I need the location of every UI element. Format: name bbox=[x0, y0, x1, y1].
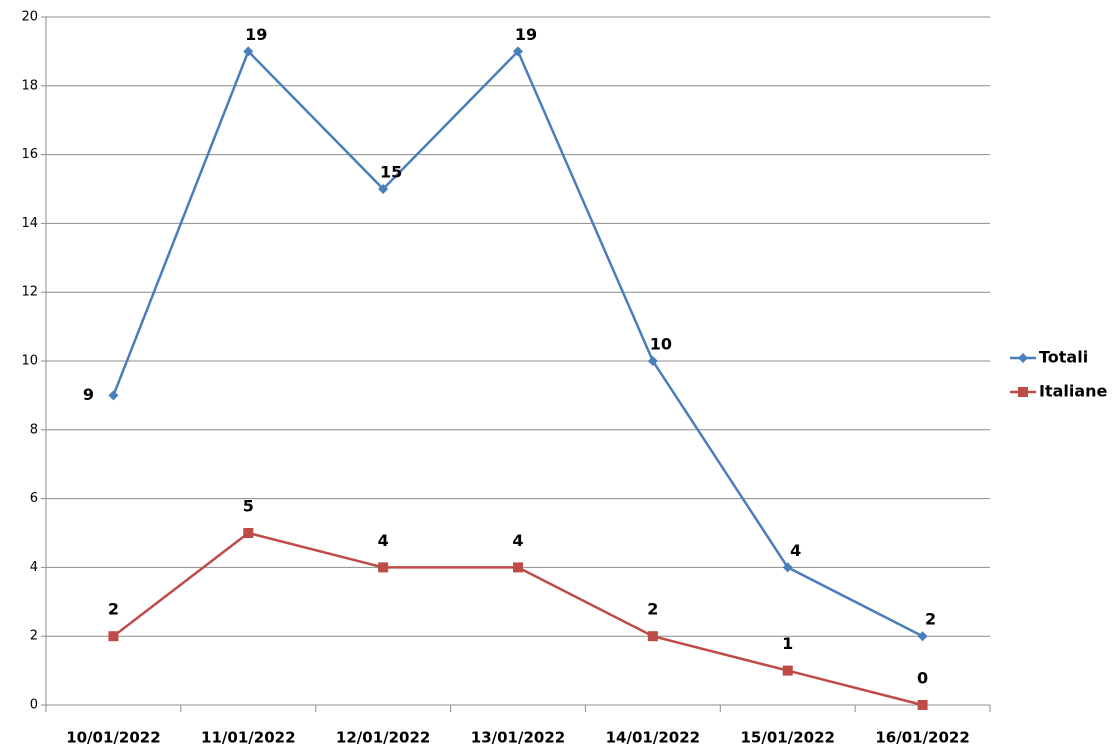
legend-label: Totali bbox=[1039, 348, 1088, 367]
data-point bbox=[917, 631, 928, 642]
data-label: 15 bbox=[380, 163, 402, 182]
data-label: 1 bbox=[782, 634, 793, 653]
data-point bbox=[378, 184, 389, 194]
y-tick-label: 2 bbox=[30, 629, 38, 644]
data-point bbox=[782, 665, 793, 676]
legend-label: Italiane bbox=[1039, 382, 1108, 401]
data-label: 2 bbox=[925, 610, 936, 629]
data-label: 2 bbox=[647, 600, 658, 619]
x-tick-label: 13/01/2022 bbox=[471, 729, 565, 747]
y-tick-label: 16 bbox=[21, 147, 38, 162]
x-tick-label: 12/01/2022 bbox=[336, 729, 430, 747]
data-point bbox=[513, 562, 523, 573]
data-point bbox=[513, 46, 523, 57]
x-tick-label: 15/01/2022 bbox=[740, 729, 834, 747]
data-point bbox=[243, 528, 254, 538]
data-label: 4 bbox=[790, 541, 801, 560]
y-tick-label: 4 bbox=[30, 560, 38, 575]
data-point bbox=[782, 562, 793, 573]
data-label: 9 bbox=[83, 385, 94, 404]
data-point bbox=[647, 631, 658, 642]
data-label: 4 bbox=[512, 531, 523, 550]
data-label: 19 bbox=[515, 25, 537, 44]
y-tick-label: 8 bbox=[30, 422, 38, 437]
y-tick-label: 20 bbox=[21, 10, 38, 25]
data-point bbox=[647, 356, 658, 366]
data-point bbox=[108, 631, 119, 642]
y-tick-label: 14 bbox=[21, 216, 38, 231]
data-label: 5 bbox=[243, 497, 254, 516]
y-tick-label: 0 bbox=[30, 698, 38, 713]
data-label: 10 bbox=[650, 335, 672, 354]
x-tick-label: 14/01/2022 bbox=[606, 729, 700, 747]
data-point bbox=[243, 46, 254, 57]
data-point bbox=[108, 390, 119, 401]
data-point bbox=[917, 700, 928, 710]
data-label: 4 bbox=[378, 531, 389, 550]
x-tick-label: 11/01/2022 bbox=[201, 729, 295, 747]
y-tick-label: 18 bbox=[21, 78, 38, 93]
data-label: 2 bbox=[108, 600, 119, 619]
y-tick-label: 6 bbox=[30, 491, 38, 506]
y-tick-label: 10 bbox=[21, 354, 38, 369]
data-label: 19 bbox=[245, 25, 267, 44]
data-point bbox=[378, 562, 389, 573]
legend-marker bbox=[1018, 387, 1028, 397]
x-tick-label: 16/01/2022 bbox=[875, 729, 969, 747]
legend-marker bbox=[1018, 353, 1028, 363]
data-label: 0 bbox=[917, 669, 928, 688]
x-tick-label: 10/01/2022 bbox=[66, 729, 160, 747]
y-tick-label: 12 bbox=[21, 285, 38, 300]
